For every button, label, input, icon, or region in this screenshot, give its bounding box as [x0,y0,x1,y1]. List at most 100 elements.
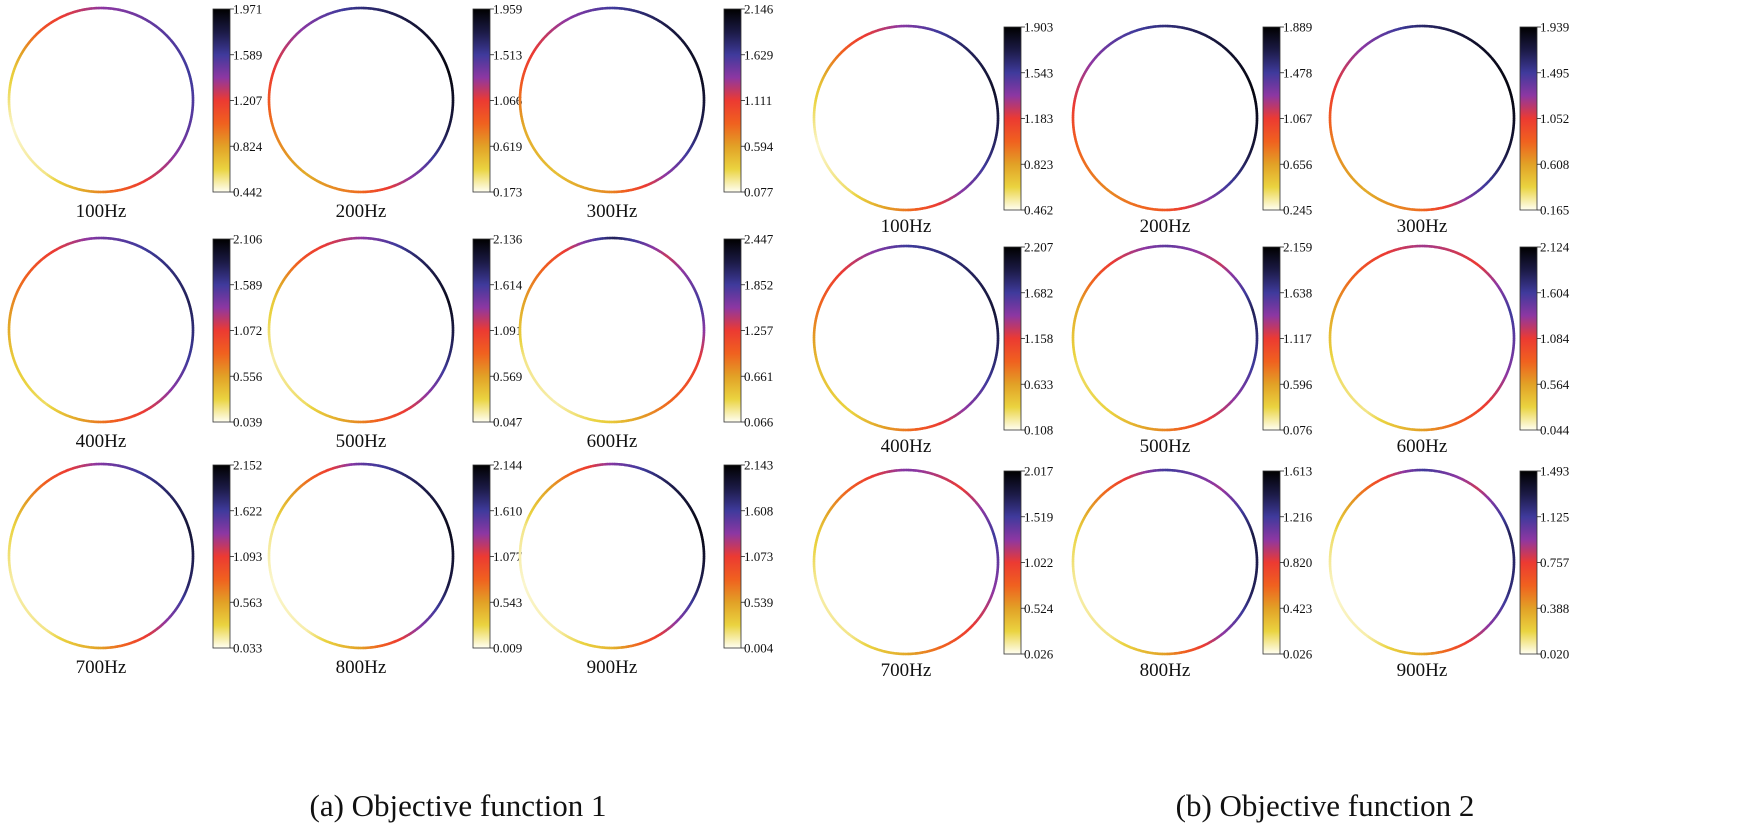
colorbar-tick-label: 0.823 [1024,157,1053,172]
frequency-label: 600Hz [1397,436,1448,457]
colorbar [1519,26,1538,211]
colorbar-tick-label: 1.207 [233,93,263,108]
colorbar-tick-label: 0.563 [233,595,262,610]
ring [1071,468,1259,656]
colorbar-tick-label: 1.543 [1024,65,1053,80]
colorbar-tick-label: 1.608 [744,503,773,518]
colorbar-tick-label: 0.594 [744,139,774,154]
subplot-b-900hz: 900Hz 1.493 1.125 0.757 0.388 0.020 [1328,464,1570,681]
colorbar-tick-label: 1.852 [744,277,773,292]
ring [1071,244,1259,432]
subplot-b-100hz: 100Hz 1.903 1.543 1.183 0.823 0.462 [812,20,1053,237]
subplot-a-600hz: 600Hz 2.447 1.852 1.257 0.661 0.066 [518,232,774,452]
subplot-a-700hz: 700Hz 2.152 1.622 1.093 0.563 0.033 [7,458,262,678]
colorbar-tick-label: 1.158 [1024,331,1053,346]
colorbar-tick-label: 1.072 [233,323,262,338]
colorbar-tick-label: 1.091 [493,323,522,338]
ring [267,236,455,424]
colorbar [723,238,742,423]
subplot-b-300hz: 300Hz 1.939 1.495 1.052 0.608 0.165 [1328,20,1569,237]
colorbar-tick-label: 1.971 [233,2,262,17]
subplot-b-400hz: 400Hz 2.207 1.682 1.158 0.633 0.108 [812,240,1054,457]
colorbar-tick-label: 1.939 [1540,20,1569,35]
ring [267,462,455,650]
colorbar-tick-label: 0.564 [1540,377,1570,392]
colorbar-tick-label: 1.519 [1024,509,1053,524]
colorbar [1003,470,1022,655]
colorbar [1519,470,1538,655]
colorbar-tick-label: 0.423 [1283,601,1312,616]
colorbar-tick-label: 1.073 [744,549,773,564]
ring [7,236,195,424]
frequency-label: 200Hz [1140,216,1191,237]
subplot-a-200hz: 200Hz 1.959 1.513 1.066 0.619 0.173 [267,2,523,222]
colorbar [1519,246,1538,431]
subplot-b-700hz: 700Hz 2.017 1.519 1.022 0.524 0.026 [812,464,1054,681]
colorbar-tick-label: 0.656 [1283,157,1313,172]
colorbar-tick-label: 2.124 [1540,240,1570,255]
ring [812,468,1000,656]
colorbar-tick-label: 2.136 [493,232,523,247]
ring [812,244,1000,432]
ring [518,462,706,650]
colorbar-tick-label: 0.108 [1024,423,1053,438]
colorbar-tick-label: 0.026 [1024,647,1054,662]
colorbar-tick-label: 1.183 [1024,111,1053,126]
frequency-label: 300Hz [587,201,638,222]
ring [7,6,195,194]
subplot-a-100hz: 100Hz 1.971 1.589 1.207 0.824 0.442 [7,2,263,222]
colorbar-tick-label: 1.257 [744,323,774,338]
colorbar-tick-label: 1.493 [1540,464,1569,479]
colorbar-tick-label: 1.622 [233,503,262,518]
colorbar-tick-label: 0.076 [1283,423,1313,438]
ring [1328,244,1516,432]
colorbar-tick-label: 1.604 [1540,285,1570,300]
frequency-label: 800Hz [336,657,387,678]
subplot-a-400hz: 400Hz 2.106 1.589 1.072 0.556 0.039 [7,232,263,452]
frequency-label: 700Hz [76,657,127,678]
colorbar-tick-label: 0.442 [233,185,262,200]
colorbar [723,8,742,193]
colorbar-tick-label: 0.033 [233,641,262,656]
frequency-label: 500Hz [1140,436,1191,457]
colorbar-tick-label: 0.824 [233,139,263,154]
colorbar-tick-label: 0.047 [493,415,523,430]
colorbar-tick-label: 1.614 [493,277,523,292]
ring [7,462,195,650]
subplot-a-300hz: 300Hz 2.146 1.629 1.111 0.594 0.077 [518,2,774,222]
ring [1328,24,1516,212]
colorbar-tick-label: 1.093 [233,549,262,564]
colorbar-tick-label: 1.638 [1283,285,1312,300]
colorbar-tick-label: 0.044 [1540,423,1570,438]
ring [1328,468,1516,656]
ring [1071,24,1259,212]
plots-layer: 100Hz 1.971 1.589 1.207 0.824 0.442 200Hz 1.959… [7,2,1570,681]
colorbar-tick-label: 2.152 [233,458,262,473]
colorbar-tick-label: 1.889 [1283,20,1312,35]
colorbar-tick-label: 1.052 [1540,111,1569,126]
colorbar-tick-label: 0.245 [1283,203,1312,218]
frequency-label: 400Hz [881,436,932,457]
colorbar-tick-label: 0.066 [744,415,774,430]
colorbar-tick-label: 1.613 [1283,464,1312,479]
subplot-b-500hz: 500Hz 2.159 1.638 1.117 0.596 0.076 [1071,240,1313,457]
colorbar [1262,470,1281,655]
colorbar-tick-label: 1.077 [493,549,523,564]
colorbar-tick-label: 0.596 [1283,377,1313,392]
colorbar-tick-label: 0.661 [744,369,773,384]
colorbar-tick-label: 1.478 [1283,65,1312,80]
ring [518,6,706,194]
colorbar-tick-label: 1.125 [1540,509,1569,524]
colorbar-tick-label: 0.009 [493,641,522,656]
colorbar-tick-label: 1.959 [493,2,522,17]
subplot-a-500hz: 500Hz 2.136 1.614 1.091 0.569 0.047 [267,232,523,452]
colorbar-tick-label: 1.610 [493,503,522,518]
frequency-label: 400Hz [76,431,127,452]
colorbar-tick-label: 2.159 [1283,240,1312,255]
colorbar-tick-label: 1.117 [1283,331,1312,346]
colorbar [1003,26,1022,211]
colorbar [212,8,231,193]
frequency-label: 800Hz [1140,660,1191,681]
colorbar-tick-label: 0.543 [493,595,522,610]
